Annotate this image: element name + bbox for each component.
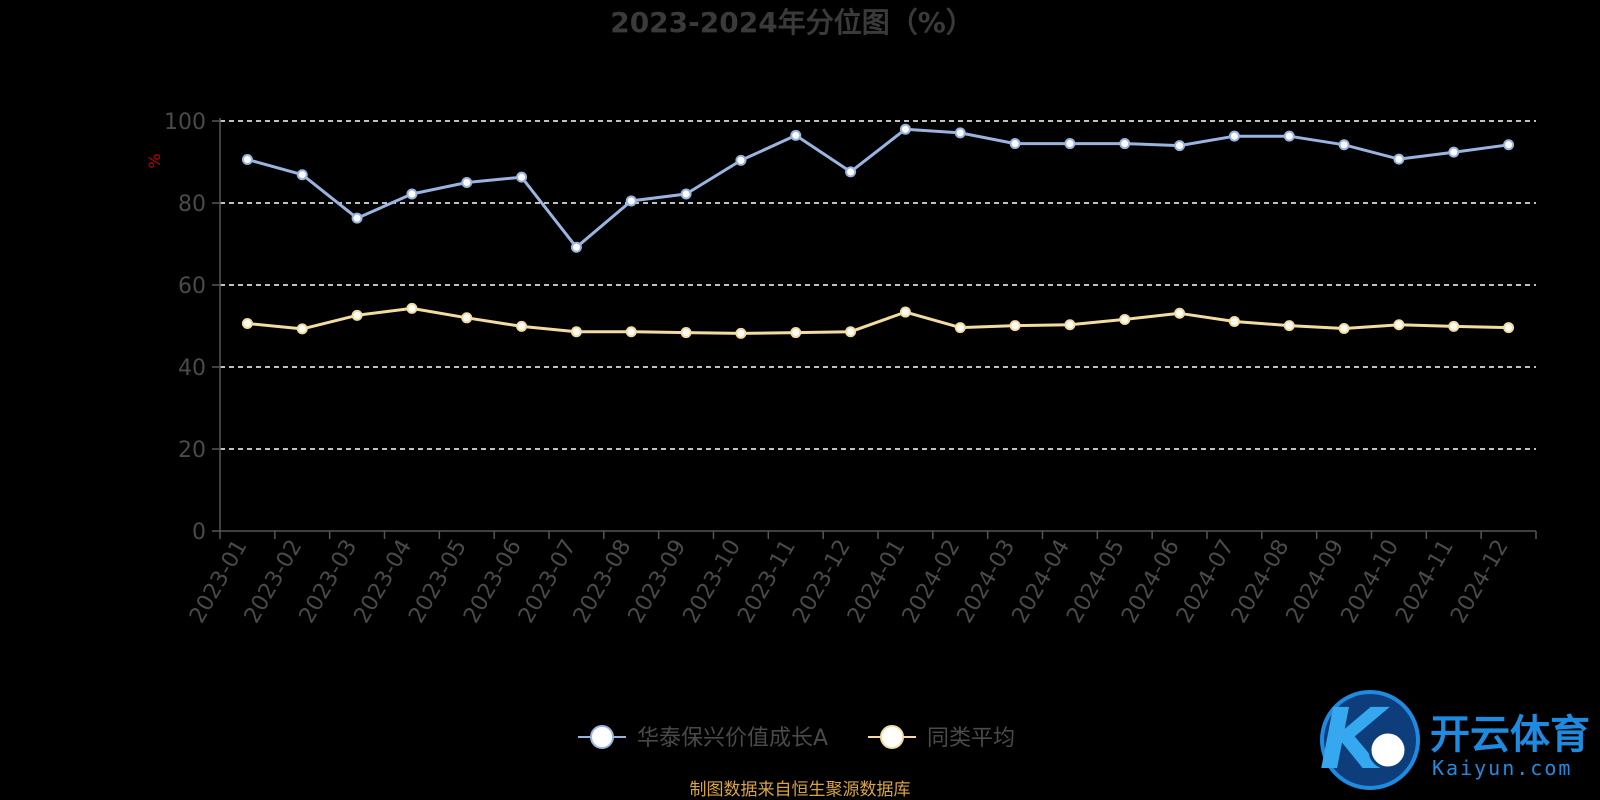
- data-point[interactable]: [790, 327, 802, 339]
- data-point[interactable]: [1228, 315, 1240, 327]
- legend-item-peer-average[interactable]: 同类平均: [868, 725, 1015, 751]
- legend-item-fund[interactable]: 华泰保兴价值成长A: [578, 725, 828, 751]
- legend-label-peer-average: 同类平均: [927, 726, 1015, 751]
- y-tick-label: 60: [178, 274, 206, 299]
- data-point[interactable]: [296, 169, 308, 181]
- data-point[interactable]: [1119, 313, 1131, 325]
- x-axis-ticks: 2023-012023-022023-032023-042023-052023-…: [185, 535, 1514, 627]
- data-point[interactable]: [1448, 320, 1460, 332]
- data-point[interactable]: [406, 302, 418, 314]
- data-point[interactable]: [516, 320, 528, 332]
- data-point[interactable]: [461, 312, 473, 324]
- data-point[interactable]: [954, 322, 966, 334]
- data-point[interactable]: [1174, 307, 1186, 319]
- y-tick-label: 80: [178, 192, 206, 217]
- y-tick-label: 100: [164, 110, 206, 135]
- data-point[interactable]: [1503, 322, 1515, 334]
- series-peer-average: [241, 302, 1515, 339]
- data-point[interactable]: [1283, 130, 1295, 142]
- data-point[interactable]: [680, 327, 692, 339]
- chart-title: 2023-2024年分位图（%）: [610, 6, 974, 39]
- data-point[interactable]: [1009, 320, 1021, 332]
- logo-url-text: Kaiyun.com: [1432, 756, 1572, 780]
- data-point[interactable]: [570, 241, 582, 253]
- y-axis-label: %: [145, 153, 164, 168]
- data-point[interactable]: [1064, 138, 1076, 150]
- data-point[interactable]: [570, 326, 582, 338]
- series-line: [247, 306, 1509, 335]
- y-axis-ticks: 0 20 40 60 80 100: [164, 110, 206, 545]
- data-point[interactable]: [1393, 153, 1405, 165]
- axes: [219, 118, 1537, 539]
- data-point[interactable]: [790, 129, 802, 141]
- data-point[interactable]: [241, 318, 253, 330]
- logo-brand-text: 开云体育: [1430, 712, 1590, 758]
- data-point[interactable]: [1503, 139, 1515, 151]
- legend-marker-peer-average: [880, 725, 904, 749]
- data-source-note: 制图数据来自恒生聚源数据库: [690, 780, 911, 800]
- data-point[interactable]: [899, 306, 911, 318]
- soccer-ball-icon: [1368, 730, 1408, 770]
- data-point[interactable]: [1228, 130, 1240, 142]
- series-fund: [241, 123, 1515, 253]
- data-point[interactable]: [954, 127, 966, 139]
- data-point[interactable]: [516, 171, 528, 183]
- data-point[interactable]: [680, 188, 692, 200]
- y-tick-label: 0: [192, 520, 206, 545]
- series-line: [246, 127, 1509, 249]
- data-point[interactable]: [899, 123, 911, 135]
- data-point[interactable]: [625, 195, 637, 207]
- grid-lines: [212, 120, 1536, 532]
- data-point[interactable]: [241, 154, 253, 166]
- legend-marker-fund: [590, 725, 614, 749]
- data-point[interactable]: [1009, 138, 1021, 150]
- data-point[interactable]: [735, 327, 747, 339]
- data-point[interactable]: [1338, 139, 1350, 151]
- y-tick-label: 20: [178, 438, 206, 463]
- legend-label-fund: 华泰保兴价值成长A: [637, 726, 828, 751]
- data-point[interactable]: [1283, 320, 1295, 332]
- watermark-logo: K 开云体育 Kaiyun.com: [1319, 690, 1590, 790]
- data-point[interactable]: [406, 188, 418, 200]
- data-point[interactable]: [351, 309, 363, 321]
- series-group: [241, 123, 1515, 339]
- data-point[interactable]: [1119, 138, 1131, 150]
- legend: 华泰保兴价值成长A 同类平均: [578, 725, 1015, 751]
- y-tick-label: 40: [178, 356, 206, 381]
- data-point[interactable]: [296, 323, 308, 335]
- data-point[interactable]: [351, 212, 363, 224]
- data-point[interactable]: [735, 154, 747, 166]
- data-point[interactable]: [845, 166, 857, 178]
- data-point[interactable]: [1448, 146, 1460, 158]
- data-point[interactable]: [1174, 140, 1186, 152]
- data-point[interactable]: [461, 177, 473, 188]
- data-point[interactable]: [1393, 319, 1405, 331]
- data-point[interactable]: [845, 326, 857, 338]
- data-point[interactable]: [1338, 322, 1350, 334]
- data-point[interactable]: [1064, 319, 1076, 331]
- data-point[interactable]: [625, 326, 637, 338]
